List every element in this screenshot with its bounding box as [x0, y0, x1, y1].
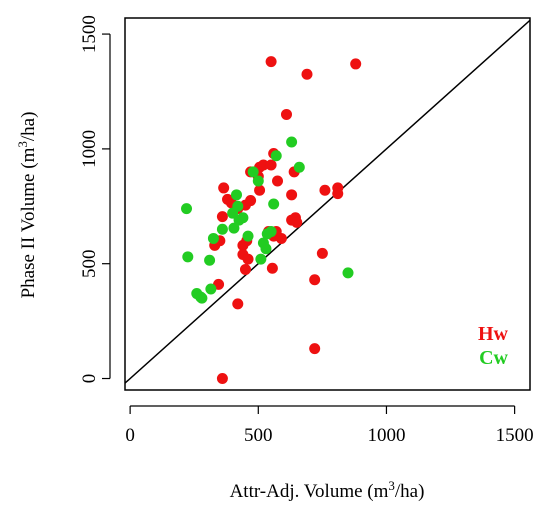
- point-hw: [266, 262, 278, 274]
- point-hw: [316, 247, 328, 259]
- point-cw: [252, 175, 264, 187]
- x-tick-label: 500: [244, 425, 273, 446]
- points-group: [181, 56, 362, 385]
- point-cw: [216, 223, 228, 235]
- point-cw: [247, 166, 259, 178]
- plot-frame: [124, 17, 531, 391]
- axes: 0 500 1000 1500 0 500 1000 1500: [79, 15, 534, 446]
- point-hw: [332, 188, 344, 200]
- point-hw: [350, 58, 362, 70]
- point-cw: [265, 226, 277, 238]
- y-tick-label: 500: [79, 249, 100, 278]
- point-cw: [255, 253, 267, 265]
- point-cw: [242, 230, 254, 242]
- x-axis-title: Attr-Adj. Volume (m3/ha): [230, 478, 425, 502]
- point-cw: [268, 198, 280, 210]
- point-hw: [216, 373, 228, 385]
- point-hw: [291, 216, 303, 228]
- point-cw: [196, 292, 208, 304]
- point-cw: [286, 136, 298, 148]
- x-axis-title-text: Attr-Adj. Volume (m: [230, 481, 389, 502]
- point-hw: [272, 175, 284, 187]
- y-tick-label: 1000: [79, 130, 100, 168]
- y-axis-title-text: Phase II Volume (m: [18, 147, 39, 298]
- point-cw: [233, 214, 245, 226]
- y-axis-title-unit: /ha): [18, 112, 39, 142]
- one-to-one-line: [125, 19, 530, 384]
- x-axis-title-superscript: 3: [388, 478, 395, 493]
- point-cw: [207, 232, 219, 244]
- point-hw: [301, 68, 313, 80]
- point-cw: [181, 203, 193, 215]
- reference-line-group: [125, 19, 530, 384]
- point-hw: [218, 182, 230, 194]
- point-cw: [182, 251, 194, 263]
- point-hw: [242, 253, 254, 265]
- legend-entry-cw: Cw: [479, 347, 508, 369]
- y-axis-title: Phase II Volume (m3/ha): [15, 112, 39, 299]
- legend-entry-hw: Hw: [478, 323, 509, 345]
- point-hw: [265, 159, 277, 171]
- point-hw: [286, 189, 298, 201]
- point-hw: [319, 184, 331, 196]
- point-cw: [228, 222, 240, 234]
- point-hw: [309, 343, 321, 355]
- point-cw: [270, 150, 282, 162]
- point-hw: [257, 159, 269, 171]
- point-hw: [265, 56, 277, 68]
- y-tick-label: 0: [79, 374, 100, 384]
- point-cw: [205, 283, 217, 295]
- point-hw: [280, 108, 292, 120]
- point-cw: [342, 267, 354, 279]
- point-hw: [254, 184, 266, 196]
- point-cw: [293, 161, 305, 173]
- y-tick-label: 1500: [79, 15, 100, 53]
- point-hw: [245, 195, 257, 207]
- x-tick-label: 1500: [496, 425, 534, 446]
- point-hw: [309, 274, 321, 286]
- point-cw: [231, 189, 243, 201]
- x-axis-title-unit: /ha): [395, 481, 425, 502]
- x-tick-label: 0: [125, 425, 135, 446]
- axis-labels: Attr-Adj. Volume (m3/ha)Phase II Volume …: [15, 112, 424, 502]
- point-cw: [204, 254, 216, 266]
- point-hw: [216, 211, 228, 223]
- y-axis-title-superscript: 3: [15, 141, 30, 148]
- point-hw: [239, 263, 251, 275]
- x-tick-label: 1000: [367, 425, 405, 446]
- point-hw: [275, 232, 287, 244]
- point-cw: [260, 243, 272, 255]
- point-cw: [232, 200, 244, 212]
- point-hw: [232, 298, 244, 310]
